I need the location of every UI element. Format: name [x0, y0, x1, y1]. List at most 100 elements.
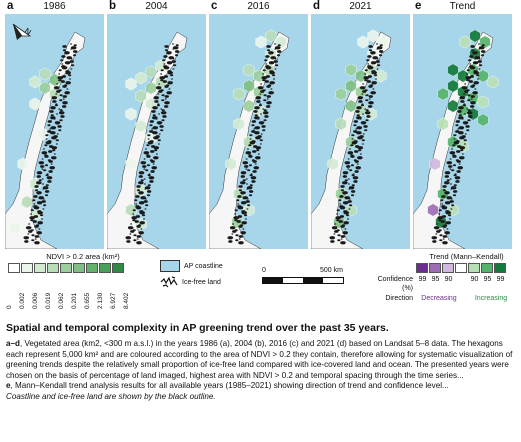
ice-free-rock [162, 80, 168, 83]
ice-free-rock [71, 64, 75, 67]
ice-free-rock [256, 149, 260, 152]
ice-free-rock [376, 68, 379, 70]
ice-free-rock [465, 76, 472, 80]
ice-free-rock [244, 165, 249, 168]
ice-free-rock [42, 188, 45, 190]
ice-free-rock [233, 216, 239, 220]
ice-free-rock [135, 206, 142, 210]
ice-free-rock [56, 133, 59, 135]
ice-free-rock [52, 149, 56, 152]
ice-free-rock [242, 196, 248, 200]
scale-bar: 0 500 km [262, 266, 352, 284]
ice-free-rock [50, 106, 56, 110]
ice-free-rock [449, 158, 452, 160]
ice-free-rock [172, 48, 175, 50]
ice-free-rock [473, 81, 479, 85]
ice-free-rock [463, 103, 466, 105]
ice-free-rock [453, 134, 457, 137]
ice-free-rock [367, 105, 373, 108]
confidence-value: 90 [470, 276, 479, 283]
ice-free-rock [157, 103, 160, 105]
ice-free-rock [354, 170, 359, 173]
ice-free-rock [464, 83, 467, 85]
ice-free-rock [242, 161, 249, 165]
ice-free-rock [465, 125, 470, 128]
ice-free-rock [263, 94, 267, 97]
ice-free-rock [459, 156, 465, 160]
ice-free-rock [34, 241, 40, 245]
ice-free-rock [138, 171, 145, 175]
ice-free-rock [438, 213, 441, 215]
ice-free-rock [62, 49, 67, 52]
ice-free-rock [356, 126, 363, 130]
ice-free-rock [470, 98, 473, 100]
ice-free-rock [170, 74, 174, 77]
ice-free-rock [457, 166, 464, 170]
ice-free-rock [263, 119, 267, 122]
ice-free-rock [58, 129, 62, 132]
ice-free-rock [363, 125, 368, 128]
ice-free-rock [362, 83, 365, 85]
panel-year: 2021 [349, 1, 372, 12]
ice-free-rock [340, 241, 346, 245]
ice-free-rock [28, 223, 31, 225]
ice-free-rock [458, 126, 465, 130]
ice-free-rock [437, 216, 443, 220]
confidence-value: 95 [431, 276, 440, 283]
ice-free-rock [30, 209, 34, 212]
scale-right-label: 500 km [320, 267, 343, 274]
ice-free-rock [232, 230, 237, 233]
ndvi-swatch [60, 263, 72, 273]
ice-free-rock [472, 61, 479, 65]
ice-free-rock [150, 150, 155, 153]
ice-free-rock [464, 113, 467, 115]
ice-free-rock [246, 208, 249, 210]
hexagon-cell [447, 63, 459, 77]
ice-free-rock [366, 59, 370, 62]
ice-free-rock [240, 201, 247, 205]
ice-free-rock [246, 186, 253, 190]
ice-free-rock [59, 99, 63, 102]
ice-free-rock [259, 139, 263, 142]
ice-free-rock [246, 198, 249, 200]
scale-left-label: 0 [262, 267, 266, 274]
ice-free-rock [27, 233, 30, 235]
ice-free-rock [164, 85, 169, 88]
ice-free-rock [344, 161, 351, 165]
ice-free-rock [138, 181, 144, 185]
ice-free-rock [442, 241, 448, 245]
trend-swatch [455, 263, 467, 273]
ice-free-rock [50, 126, 57, 130]
ice-free-rock [462, 121, 469, 125]
ice-free-rock [62, 45, 67, 48]
hexagon-cell [125, 107, 137, 121]
ice-free-rock [62, 98, 65, 100]
ice-free-rock [262, 108, 265, 110]
ice-free-rock [136, 225, 141, 228]
ice-free-rock [240, 231, 246, 235]
ice-free-rock [231, 233, 234, 235]
ice-free-rock [450, 208, 453, 210]
ice-free-rock [350, 190, 356, 193]
ndvi-legend: NDVI > 0.2 area (km²) 0 0.002 0.006 0.019 0.… [6, 252, 158, 313]
ice-free-rock [367, 63, 370, 65]
ice-free-rock [236, 199, 240, 202]
ice-free-rock [458, 106, 464, 110]
ice-free-rock [473, 53, 476, 55]
ice-free-rock [41, 151, 48, 155]
hexagon-cell [335, 117, 347, 131]
ice-free-rock [254, 126, 261, 130]
trend-swatch [429, 263, 441, 273]
ice-free-rock [480, 54, 485, 57]
ice-free-rock [355, 166, 362, 170]
ice-free-rock [435, 233, 438, 235]
hexagon-cell [477, 95, 489, 109]
ice-free-rock [260, 113, 263, 115]
ice-free-rock [125, 236, 132, 240]
map-legend: AP coastline Ice-free land [160, 260, 250, 288]
ice-free-rock [464, 123, 467, 125]
ice-free-rock [441, 206, 448, 210]
ice-free-rock [458, 163, 461, 165]
ice-free-rock [249, 184, 253, 187]
ice-free-rock [138, 201, 145, 205]
